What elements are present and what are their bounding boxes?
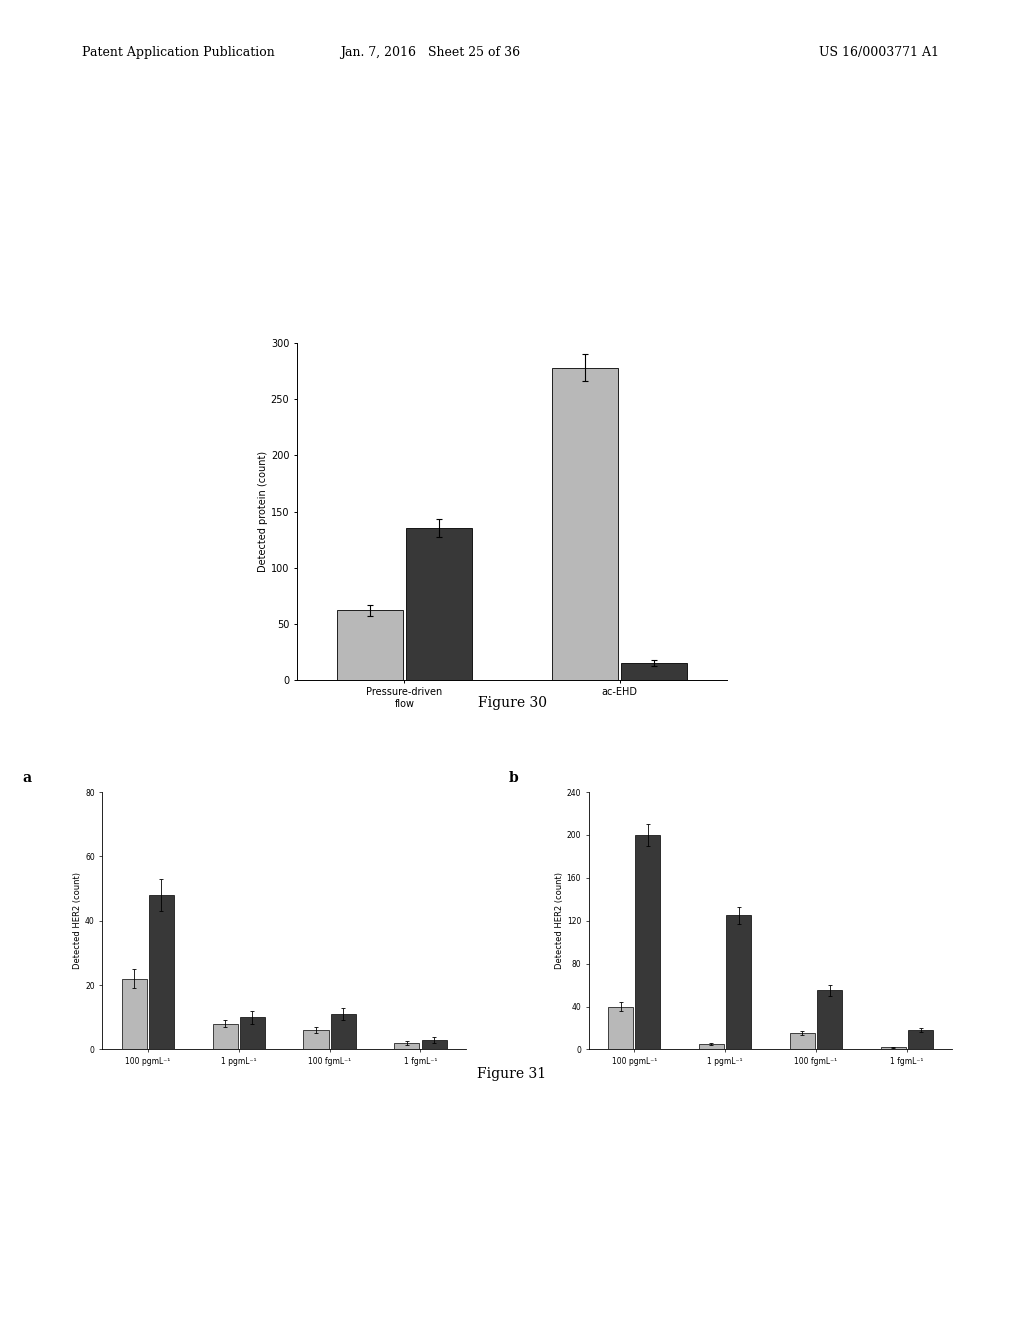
Bar — [394, 1043, 420, 1049]
Bar — [148, 895, 174, 1049]
Y-axis label: Detected HER2 (count): Detected HER2 (count) — [555, 873, 564, 969]
Text: Patent Application Publication: Patent Application Publication — [82, 46, 274, 59]
Bar — [331, 1014, 355, 1049]
Bar — [622, 663, 687, 680]
Bar — [407, 528, 472, 680]
Y-axis label: Detected protein (count): Detected protein (count) — [258, 451, 268, 572]
Bar — [726, 915, 752, 1049]
Bar — [699, 1044, 724, 1049]
Text: b: b — [509, 771, 518, 785]
Bar — [303, 1030, 329, 1049]
Bar — [213, 1024, 238, 1049]
Bar — [817, 990, 842, 1049]
Text: Jan. 7, 2016   Sheet 25 of 36: Jan. 7, 2016 Sheet 25 of 36 — [340, 46, 520, 59]
Text: Figure 31: Figure 31 — [477, 1067, 547, 1081]
Bar — [608, 1006, 633, 1049]
Bar — [908, 1030, 933, 1049]
Text: a: a — [23, 771, 32, 785]
Bar — [635, 836, 660, 1049]
Text: US 16/0003771 A1: US 16/0003771 A1 — [819, 46, 939, 59]
Bar — [122, 978, 146, 1049]
Bar — [790, 1034, 815, 1049]
Y-axis label: Detected HER2 (count): Detected HER2 (count) — [74, 873, 82, 969]
Text: Figure 30: Figure 30 — [477, 696, 547, 710]
Bar — [881, 1047, 906, 1049]
Bar — [552, 368, 617, 680]
Bar — [337, 610, 402, 680]
Bar — [240, 1018, 265, 1049]
Bar — [422, 1040, 446, 1049]
